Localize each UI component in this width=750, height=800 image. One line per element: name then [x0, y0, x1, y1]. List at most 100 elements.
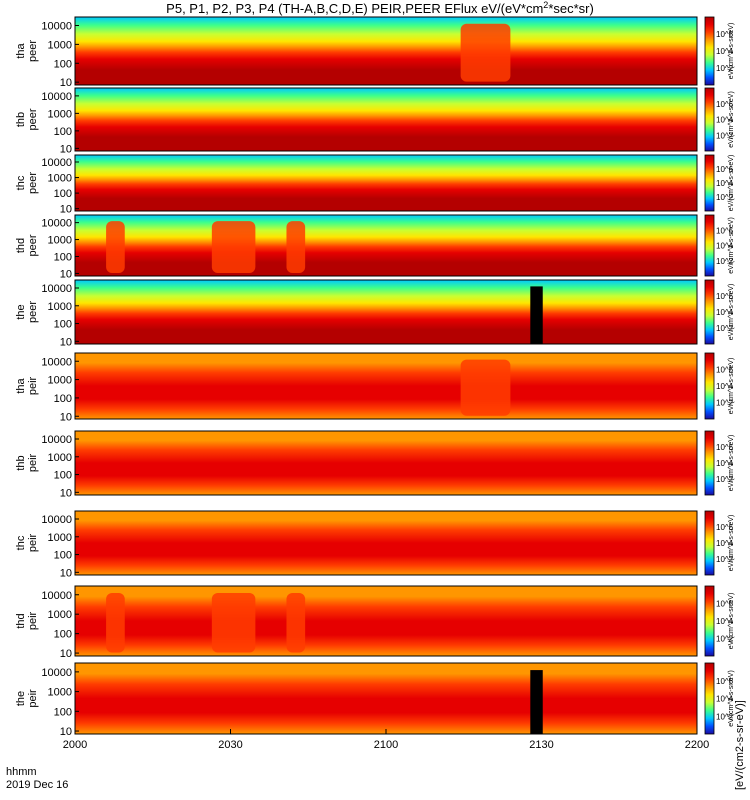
- y-tick-label: 100: [54, 550, 72, 562]
- y-tick-label: 1000: [48, 375, 72, 387]
- y-tick-label: 1000: [48, 39, 72, 51]
- colorbar-tick-label: 10^4: [716, 179, 734, 188]
- colorbar-units: eV/(cm^2-s-sr-eV): [728, 155, 735, 212]
- y-tick-label: 10000: [41, 356, 72, 368]
- colorbar-tick-label: 10^4: [716, 695, 734, 704]
- spectrogram-fill: [75, 280, 697, 344]
- colorbar-tick-label: 10^6: [716, 366, 734, 375]
- y-tick-label: 1000: [48, 532, 72, 544]
- panel-label: thapeer: [15, 40, 39, 62]
- panel-frame: [74, 352, 698, 420]
- burst-region: [106, 221, 125, 273]
- spectrogram-fill: [75, 88, 697, 151]
- colorbar: [704, 352, 715, 420]
- burst-region: [460, 23, 511, 82]
- colorbar-tick-label: 10^2: [716, 193, 734, 202]
- y-tick-label: 1000: [48, 687, 72, 699]
- y-tick-label: 10000: [41, 283, 72, 295]
- burst-region: [106, 593, 125, 653]
- panel-label: thcpeir: [15, 533, 39, 552]
- y-tick-label: 1000: [48, 609, 72, 621]
- burst-region: [286, 593, 306, 653]
- y-tick-label: 100: [54, 252, 72, 264]
- colorbar-tick-label: 10^4: [716, 116, 734, 125]
- y-tick-label: 10: [60, 268, 72, 280]
- panel-label: thbpeir: [15, 453, 39, 472]
- burst-region: [460, 359, 511, 416]
- y-tick-label: 10000: [41, 667, 72, 679]
- colorbar: [704, 16, 715, 86]
- x-tick-label: 2100: [374, 739, 398, 751]
- y-tick-label: 100: [54, 126, 72, 138]
- date-label: 2019 Dec 16: [6, 779, 68, 791]
- colorbar: [704, 662, 715, 735]
- colorbar-tick-label: 10^4: [716, 242, 734, 251]
- colorbar: [704, 430, 715, 496]
- panel-frame: [74, 510, 698, 576]
- spectrogram-fill: [75, 511, 697, 575]
- y-tick-label: 10: [60, 648, 72, 660]
- spectrogram-fill: [75, 215, 697, 276]
- colorbar-tick-label: 10^4: [716, 539, 734, 548]
- colorbar-units: eV/(cm^2-s-sr-eV): [728, 284, 735, 341]
- x-tick-label: 2130: [529, 739, 553, 751]
- y-tick-label: 10: [60, 726, 72, 738]
- colorbar-tick-label: 10^6: [716, 100, 734, 109]
- colorbar-tick-label: 10^2: [716, 257, 734, 266]
- colorbar-tick-label: 10^6: [716, 165, 734, 174]
- y-tick-label: 1000: [48, 173, 72, 185]
- y-tick-label: 10: [60, 77, 72, 89]
- panel-label: thcpeer: [15, 172, 39, 194]
- panel-frame: [74, 87, 698, 152]
- colorbar-tick-label: 10^2: [716, 712, 734, 721]
- colorbar-tick-label: 10^4: [716, 308, 734, 317]
- panel-label: thbpeer: [15, 108, 39, 130]
- colorbar-tick-label: 10^2: [716, 475, 734, 484]
- colorbar-units: eV/(cm^2-s-sr-eV): [728, 515, 735, 572]
- burst-region: [211, 221, 256, 273]
- x-tick-label: 2000: [63, 739, 87, 751]
- colorbar-units: eV/(cm^2-s-sr-eV): [728, 23, 735, 80]
- y-tick-label: 10000: [41, 434, 72, 446]
- colorbar-tick-label: 10^6: [716, 226, 734, 235]
- y-tick-label: 10000: [41, 514, 72, 526]
- y-tick-label: 10: [60, 567, 72, 579]
- colorbar-tick-label: 10^6: [716, 292, 734, 301]
- y-tick-label: 100: [54, 319, 72, 331]
- panel-label: thdpeer: [15, 234, 39, 256]
- missing-data-block: [530, 670, 543, 734]
- panel-frame: [74, 154, 698, 212]
- colorbar-tick-label: 10^2: [716, 64, 734, 73]
- colorbar-units: eV/(cm^2-s-sr-eV): [728, 91, 735, 148]
- panel-frame: [74, 430, 698, 496]
- y-tick-label: 10: [60, 336, 72, 348]
- colorbar-tick-label: 10^2: [716, 131, 734, 140]
- spectrogram-fill: [75, 155, 697, 211]
- panel-label: thdpeir: [15, 611, 39, 630]
- panel-label: thepeer: [15, 301, 39, 323]
- colorbar-tick-label: 10^2: [716, 635, 734, 644]
- spectrogram-fill: [75, 586, 697, 656]
- spectrogram-fill: [75, 431, 697, 495]
- y-tick-label: 1000: [48, 452, 72, 464]
- colorbar: [704, 279, 715, 345]
- missing-data-block: [530, 286, 543, 344]
- colorbar-units: eV/(cm^2-s-sr-eV): [728, 670, 735, 727]
- panel-label: thepeir: [15, 689, 39, 708]
- y-tick-label: 10000: [41, 21, 72, 33]
- y-tick-label: 100: [54, 470, 72, 482]
- colorbar-tick-label: 10^6: [716, 677, 734, 686]
- y-tick-label: 100: [54, 706, 72, 718]
- burst-region: [286, 221, 306, 273]
- colorbar: [704, 585, 715, 657]
- panel-frame: [74, 279, 698, 345]
- colorbar-tick-label: 10^6: [716, 30, 734, 39]
